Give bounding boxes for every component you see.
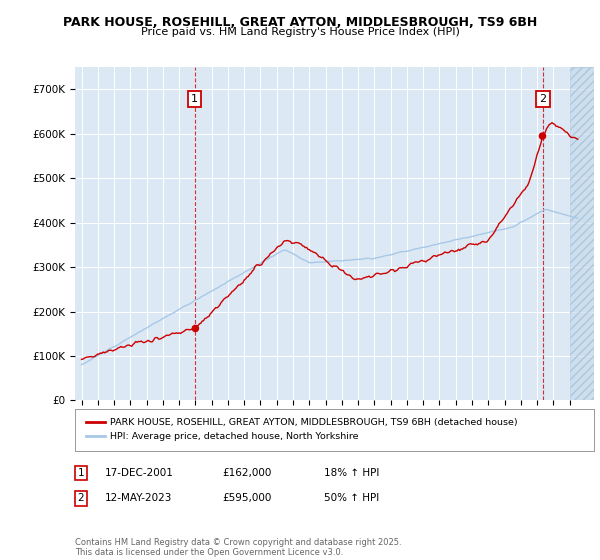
Text: 1: 1 <box>77 468 85 478</box>
Legend: PARK HOUSE, ROSEHILL, GREAT AYTON, MIDDLESBROUGH, TS9 6BH (detached house), HPI:: PARK HOUSE, ROSEHILL, GREAT AYTON, MIDDL… <box>82 414 521 445</box>
Point <box>191 324 200 333</box>
Text: 12-MAY-2023: 12-MAY-2023 <box>105 493 172 503</box>
Bar <box>569 67 599 400</box>
Text: 2: 2 <box>539 94 547 104</box>
Text: 2: 2 <box>77 493 85 503</box>
Text: £595,000: £595,000 <box>222 493 271 503</box>
Text: 17-DEC-2001: 17-DEC-2001 <box>105 468 174 478</box>
Text: Price paid vs. HM Land Registry's House Price Index (HPI): Price paid vs. HM Land Registry's House … <box>140 27 460 37</box>
Text: Contains HM Land Registry data © Crown copyright and database right 2025.
This d: Contains HM Land Registry data © Crown c… <box>75 538 401 557</box>
Point <box>538 132 547 141</box>
Text: 1: 1 <box>191 94 198 104</box>
Text: PARK HOUSE, ROSEHILL, GREAT AYTON, MIDDLESBROUGH, TS9 6BH: PARK HOUSE, ROSEHILL, GREAT AYTON, MIDDL… <box>63 16 537 29</box>
Text: £162,000: £162,000 <box>222 468 271 478</box>
Text: 18% ↑ HPI: 18% ↑ HPI <box>324 468 379 478</box>
Text: 50% ↑ HPI: 50% ↑ HPI <box>324 493 379 503</box>
